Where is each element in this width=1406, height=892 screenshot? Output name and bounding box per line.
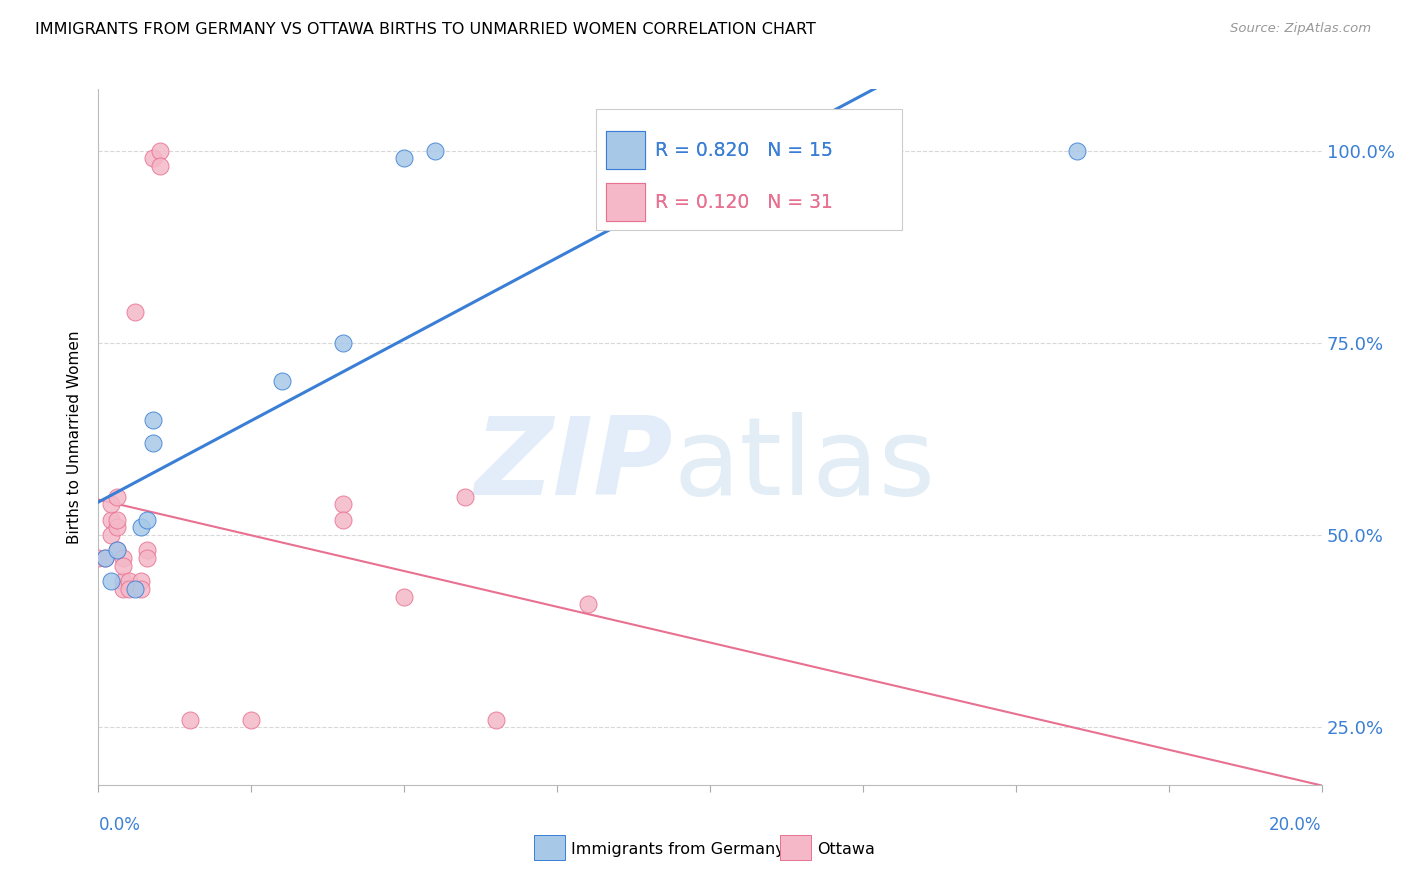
- Text: R = 0.820   N = 15: R = 0.820 N = 15: [655, 141, 832, 160]
- Point: [392, 152, 416, 166]
- Point: [111, 551, 134, 566]
- Point: [100, 574, 122, 589]
- Text: Immigrants from Germany: Immigrants from Germany: [571, 842, 785, 856]
- Point: [332, 513, 354, 527]
- Point: [485, 713, 508, 727]
- Point: [136, 513, 159, 527]
- Point: [105, 520, 128, 534]
- Text: R = 0.120   N = 31: R = 0.120 N = 31: [655, 193, 832, 212]
- Point: [93, 551, 115, 566]
- Point: [93, 551, 115, 566]
- Text: ZIP: ZIP: [475, 412, 673, 518]
- Point: [111, 558, 134, 573]
- Point: [105, 513, 128, 527]
- Point: [105, 490, 128, 504]
- Y-axis label: Births to Unmarried Women: Births to Unmarried Women: [67, 330, 83, 544]
- Point: [332, 335, 354, 350]
- Point: [129, 520, 152, 534]
- Point: [118, 582, 141, 596]
- Point: [142, 152, 165, 166]
- Point: [105, 543, 128, 558]
- FancyBboxPatch shape: [596, 109, 903, 230]
- Point: [179, 713, 201, 727]
- Point: [105, 543, 128, 558]
- Text: Ottawa: Ottawa: [817, 842, 875, 856]
- Point: [129, 582, 152, 596]
- Text: R = 0.120   N = 31: R = 0.120 N = 31: [655, 193, 832, 212]
- Point: [142, 413, 165, 427]
- Text: Source: ZipAtlas.com: Source: ZipAtlas.com: [1230, 22, 1371, 36]
- Text: atlas: atlas: [673, 412, 935, 518]
- Point: [149, 159, 172, 173]
- Point: [576, 597, 599, 611]
- Point: [1066, 144, 1088, 158]
- Point: [332, 497, 354, 511]
- Point: [240, 713, 263, 727]
- Point: [118, 574, 141, 589]
- Point: [136, 543, 159, 558]
- Point: [100, 497, 122, 511]
- Point: [136, 551, 159, 566]
- Point: [111, 574, 134, 589]
- Point: [454, 490, 477, 504]
- Point: [100, 528, 122, 542]
- Point: [142, 435, 165, 450]
- Point: [149, 144, 172, 158]
- Point: [100, 513, 122, 527]
- Text: 0.0%: 0.0%: [98, 816, 141, 834]
- Point: [124, 305, 146, 319]
- Point: [129, 574, 152, 589]
- Text: R = 0.820   N = 15: R = 0.820 N = 15: [655, 141, 832, 160]
- FancyBboxPatch shape: [606, 183, 645, 221]
- Point: [637, 144, 661, 158]
- FancyBboxPatch shape: [606, 131, 645, 169]
- Point: [111, 582, 134, 596]
- Text: IMMIGRANTS FROM GERMANY VS OTTAWA BIRTHS TO UNMARRIED WOMEN CORRELATION CHART: IMMIGRANTS FROM GERMANY VS OTTAWA BIRTHS…: [35, 22, 815, 37]
- Text: 20.0%: 20.0%: [1270, 816, 1322, 834]
- Point: [392, 590, 416, 604]
- Point: [270, 375, 292, 389]
- Point: [124, 582, 146, 596]
- Point: [423, 144, 446, 158]
- Point: [699, 144, 721, 158]
- Point: [87, 551, 110, 566]
